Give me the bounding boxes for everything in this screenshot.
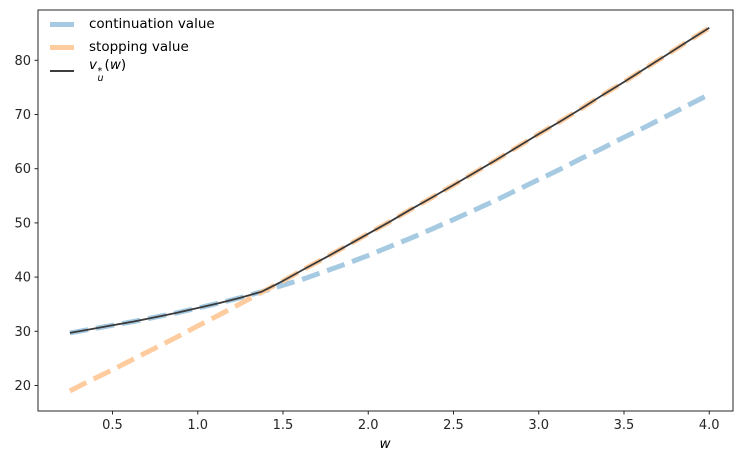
y-tick-label: 40: [14, 271, 31, 286]
math-sup: *: [97, 65, 103, 77]
stopping-value-line-sample: [50, 45, 74, 50]
x-tick-label: 4.0: [699, 418, 720, 433]
x-tick-label: 0.5: [102, 418, 123, 433]
plot-frame: [37, 9, 734, 412]
math-sub: u: [97, 72, 104, 84]
series-line-continuation-value: [69, 92, 711, 336]
legend-item-continuation-value: continuation value: [50, 16, 215, 33]
continuation-value-line-sample: [50, 22, 74, 27]
y-tick-label: 70: [14, 108, 31, 123]
legend-label: stopping value: [89, 38, 189, 55]
legend-item-stopping-value: stopping value: [50, 39, 215, 56]
y-tick-label: 20: [14, 379, 31, 394]
axes: 0.5 1.0 1.5 2.0 2.5 3.0 3.5 4.0 20 30 40 50 60 70 80: [14, 9, 734, 433]
x-tick-label: 2.5: [443, 418, 464, 433]
math-base: v: [89, 57, 97, 74]
x-tick-label: 1.0: [187, 418, 208, 433]
legend-label-math: v * u (w): [89, 57, 127, 84]
x-tick-label: 3.0: [528, 418, 549, 433]
y-tick-label: 50: [14, 216, 31, 231]
math-paren-close: ): [120, 57, 127, 74]
legend-label: continuation value: [89, 15, 215, 32]
y-tick-label: 30: [14, 325, 31, 340]
x-axis-label: w: [379, 436, 391, 452]
math-arg: w: [109, 57, 121, 74]
legend: continuation value stopping value v * u (w): [50, 16, 215, 84]
x-tick-label: 1.5: [273, 418, 294, 433]
legend-item-value-function: v * u (w): [50, 57, 215, 84]
x-tick-label: 3.5: [614, 418, 635, 433]
series-line-v-u-w-: [69, 27, 710, 334]
y-tick-label: 80: [14, 54, 31, 69]
value-function-line-sample: [50, 69, 74, 72]
series-lines: [68, 25, 711, 394]
math-paren-open: (: [104, 57, 110, 74]
y-tick-label: 60: [14, 162, 31, 177]
x-tick-label: 2.0: [358, 418, 379, 433]
series-line-stopping-value: [68, 25, 711, 394]
math-supsub: * u: [97, 65, 104, 84]
